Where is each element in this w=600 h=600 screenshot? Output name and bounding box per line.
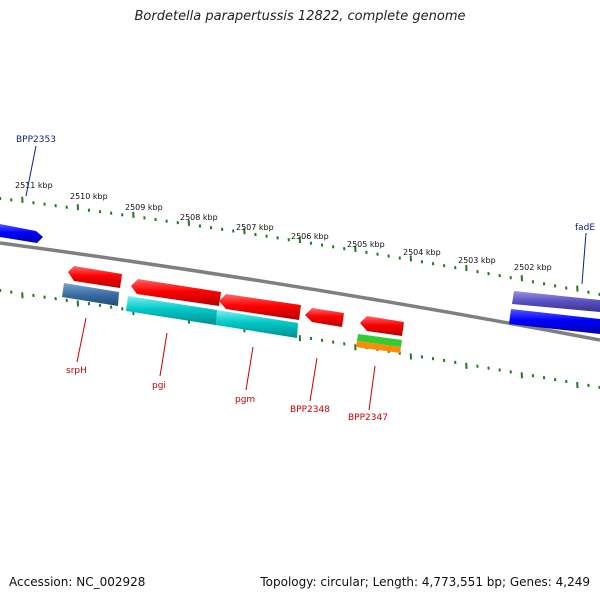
gene-label-bpp2347[interactable]: BPP2347	[348, 413, 388, 423]
gene-green-feature[interactable]	[357, 334, 402, 347]
gene-pgm[interactable]	[219, 294, 301, 320]
leader-bpp2347	[368, 365, 376, 411]
gene-labels: BPP2353 fadE srpH pgi pgm BPP2348 BPP234…	[16, 135, 595, 423]
scale-label: 2503 kbp	[458, 256, 496, 265]
gene-label-pgm[interactable]: pgm	[235, 395, 255, 405]
forward-genes	[0, 224, 600, 312]
leader-bpp2348	[309, 357, 318, 402]
scale-label: 2506 kbp	[291, 232, 329, 241]
gene-violet-feature[interactable]	[512, 291, 600, 312]
gene-orange-feature[interactable]	[356, 341, 401, 353]
genome-summary-text: Topology: circular; Length: 4,773,551 bp…	[260, 575, 590, 589]
reverse-genes	[62, 266, 600, 353]
map-title: Bordetella parapertussis 12822, complete…	[134, 9, 466, 24]
gene-blue-reverse[interactable]	[509, 309, 600, 334]
gene-label-srph[interactable]: srpH	[66, 366, 87, 376]
gene-pgi-cds[interactable]	[126, 296, 217, 325]
scale-labels: 2511 kbp 2510 kbp 2509 kbp 2508 kbp 2507…	[15, 181, 552, 272]
leader-pgi	[159, 332, 168, 377]
scale-label: 2505 kbp	[347, 240, 385, 249]
accession-text: Accession: NC_002928	[9, 575, 146, 589]
scale-label: 2511 kbp	[15, 181, 53, 190]
gene-srph[interactable]	[68, 266, 122, 288]
scale-label: 2502 kbp	[514, 263, 552, 272]
scale-label: 2508 kbp	[180, 213, 218, 222]
scale-label: 2504 kbp	[403, 248, 441, 257]
scale-label: 2510 kbp	[70, 192, 108, 201]
gene-bpp2347[interactable]	[360, 316, 404, 336]
leader-bpp2353	[25, 145, 37, 197]
label-leaders	[25, 145, 587, 411]
gene-pgm-cds[interactable]	[216, 310, 298, 338]
scale-label: 2507 kbp	[236, 223, 274, 232]
leader-pgm	[245, 346, 254, 391]
leader-fade	[581, 232, 587, 285]
gene-steel-feature[interactable]	[62, 283, 119, 306]
gene-bpp2353[interactable]	[0, 224, 43, 243]
gene-pgi[interactable]	[131, 279, 221, 306]
leader-srph	[76, 317, 87, 363]
inner-scale-ticks	[0, 288, 600, 389]
gene-bpp2348[interactable]	[305, 308, 344, 327]
gene-label-fade[interactable]: fadE	[575, 223, 595, 233]
gene-label-pgi[interactable]: pgi	[152, 381, 166, 391]
scale-label: 2509 kbp	[125, 203, 163, 212]
gene-label-bpp2348[interactable]: BPP2348	[290, 405, 330, 415]
gene-label-bpp2353[interactable]: BPP2353	[16, 135, 56, 145]
outer-scale-ticks	[0, 196, 600, 296]
